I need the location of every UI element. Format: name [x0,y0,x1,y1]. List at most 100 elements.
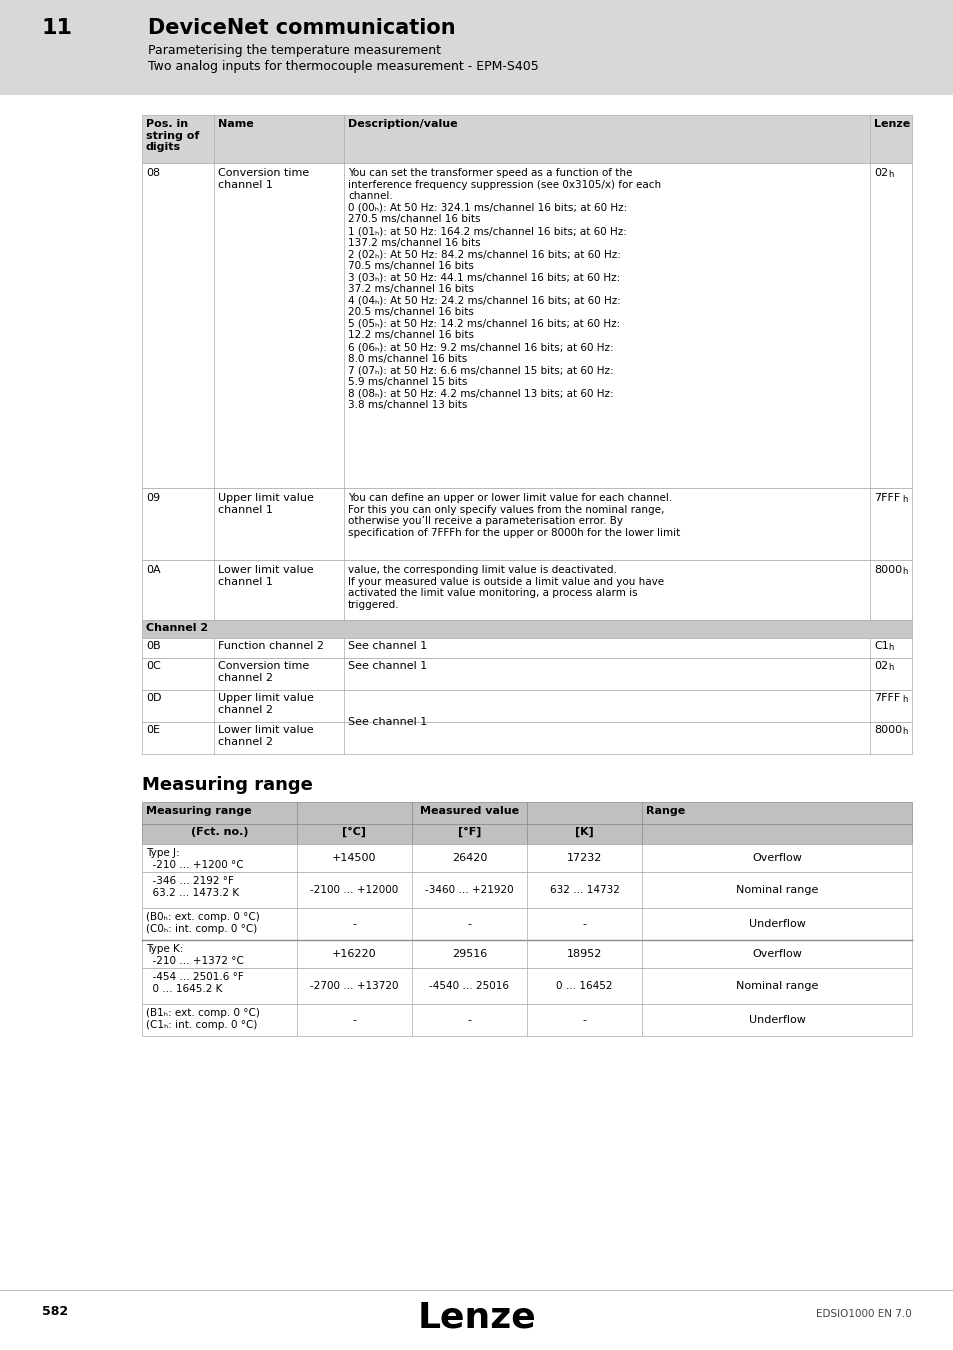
Text: Underflow: Underflow [748,919,804,929]
Text: 17232: 17232 [566,853,601,863]
Text: 0D: 0D [146,693,161,703]
Text: 08: 08 [146,167,160,178]
Text: -: - [582,919,586,929]
Text: -454 … 2501.6 °F
  0 … 1645.2 K: -454 … 2501.6 °F 0 … 1645.2 K [146,972,244,994]
Text: Lenze: Lenze [873,119,909,130]
Text: h: h [901,695,906,703]
Text: 0B: 0B [146,641,160,651]
Bar [142,639,911,657]
Bar [142,115,911,163]
Text: +16220: +16220 [332,949,376,958]
Text: -: - [352,1015,356,1025]
Bar [142,560,911,620]
Text: 7FFF: 7FFF [873,493,900,504]
Text: h: h [887,643,892,652]
Bar [142,909,911,940]
Text: -4540 … 25016: -4540 … 25016 [429,981,509,991]
Bar [142,824,911,844]
Text: 26420: 26420 [452,853,487,863]
Text: 8000: 8000 [873,566,902,575]
Bar [142,722,911,755]
Bar [142,802,911,824]
Text: -: - [467,1015,471,1025]
Text: Nominal range: Nominal range [735,886,818,895]
Text: [°C]: [°C] [342,828,366,837]
Text: (B1ₕ: ext. comp. 0 °C)
(C1ₕ: int. comp. 0 °C): (B1ₕ: ext. comp. 0 °C) (C1ₕ: int. comp. … [146,1008,259,1030]
Text: Overflow: Overflow [751,949,801,958]
Text: Lenze: Lenze [417,1300,536,1334]
Bar [142,657,911,690]
Text: 0A: 0A [146,566,160,575]
Text: Lower limit value
channel 2: Lower limit value channel 2 [218,725,314,747]
Text: Name: Name [218,119,253,130]
Bar [142,872,911,909]
Text: [°F]: [°F] [457,828,480,837]
Text: Nominal range: Nominal range [735,981,818,991]
Text: Function channel 2: Function channel 2 [218,641,324,651]
Text: 02: 02 [873,167,887,178]
Text: Channel 2: Channel 2 [146,622,208,633]
Bar [142,968,911,1004]
Text: 582: 582 [42,1305,68,1318]
Text: 29516: 29516 [452,949,487,958]
Text: h: h [901,728,906,736]
Text: Type J:
  -210 … +1200 °C: Type J: -210 … +1200 °C [146,848,243,869]
Text: EDSIO1000 EN 7.0: EDSIO1000 EN 7.0 [816,1310,911,1319]
Text: Two analog inputs for thermocouple measurement - EPM-S405: Two analog inputs for thermocouple measu… [148,59,538,73]
Text: DeviceNet communication: DeviceNet communication [148,18,456,38]
Text: h: h [901,495,906,504]
Text: Measuring range: Measuring range [142,776,313,794]
Text: value, the corresponding limit value is deactivated.
If your measured value is o: value, the corresponding limit value is … [348,566,663,610]
Text: (Fct. no.): (Fct. no.) [191,828,248,837]
Text: Measured value: Measured value [419,806,518,815]
Text: 632 … 14732: 632 … 14732 [549,886,618,895]
Text: Description/value: Description/value [348,119,457,130]
Bar [142,1004,911,1035]
Bar [142,844,911,872]
Text: Parameterising the temperature measurement: Parameterising the temperature measureme… [148,45,440,57]
Text: 18952: 18952 [566,949,601,958]
Text: Upper limit value
channel 2: Upper limit value channel 2 [218,693,314,714]
Text: 09: 09 [146,493,160,504]
Text: h: h [887,663,892,672]
Text: -3460 … +21920: -3460 … +21920 [425,886,514,895]
Text: You can define an upper or lower limit value for each channel.
For this you can : You can define an upper or lower limit v… [348,493,679,537]
Text: Upper limit value
channel 1: Upper limit value channel 1 [218,493,314,514]
Text: C1: C1 [873,641,888,651]
Text: 11: 11 [42,18,73,38]
Text: 0C: 0C [146,662,161,671]
Text: Type K:
  -210 … +1372 °C: Type K: -210 … +1372 °C [146,944,244,965]
Text: [K]: [K] [575,828,594,837]
Text: 0 … 16452: 0 … 16452 [556,981,612,991]
Text: Pos. in
string of
digits: Pos. in string of digits [146,119,199,153]
Bar [142,940,911,968]
Text: Underflow: Underflow [748,1015,804,1025]
Text: -2100 … +12000: -2100 … +12000 [310,886,398,895]
Text: See channel 1: See channel 1 [348,717,427,728]
Text: Measuring range: Measuring range [146,806,252,815]
Bar [0,0,953,95]
Bar [142,690,911,722]
Text: Lower limit value
channel 1: Lower limit value channel 1 [218,566,314,587]
Text: Conversion time
channel 2: Conversion time channel 2 [218,662,309,683]
Text: h: h [887,170,892,180]
Text: (B0ₕ: ext. comp. 0 °C)
(C0ₕ: int. comp. 0 °C): (B0ₕ: ext. comp. 0 °C) (C0ₕ: int. comp. … [146,913,259,934]
Bar [142,487,911,560]
Text: Range: Range [645,806,684,815]
Text: -346 … 2192 °F
  63.2 … 1473.2 K: -346 … 2192 °F 63.2 … 1473.2 K [146,876,239,898]
Text: You can set the transformer speed as a function of the
interference frequency su: You can set the transformer speed as a f… [348,167,660,410]
Bar [142,163,911,487]
Bar [142,620,911,639]
Text: See channel 1: See channel 1 [348,662,427,671]
Text: 7FFF: 7FFF [873,693,900,703]
Text: -2700 … +13720: -2700 … +13720 [310,981,398,991]
Text: h: h [901,567,906,576]
Text: 8000: 8000 [873,725,902,734]
Text: 02: 02 [873,662,887,671]
Text: -: - [582,1015,586,1025]
Text: Overflow: Overflow [751,853,801,863]
Text: -: - [352,919,356,929]
Text: -: - [467,919,471,929]
Text: +14500: +14500 [332,853,376,863]
Bar [0,1291,953,1350]
